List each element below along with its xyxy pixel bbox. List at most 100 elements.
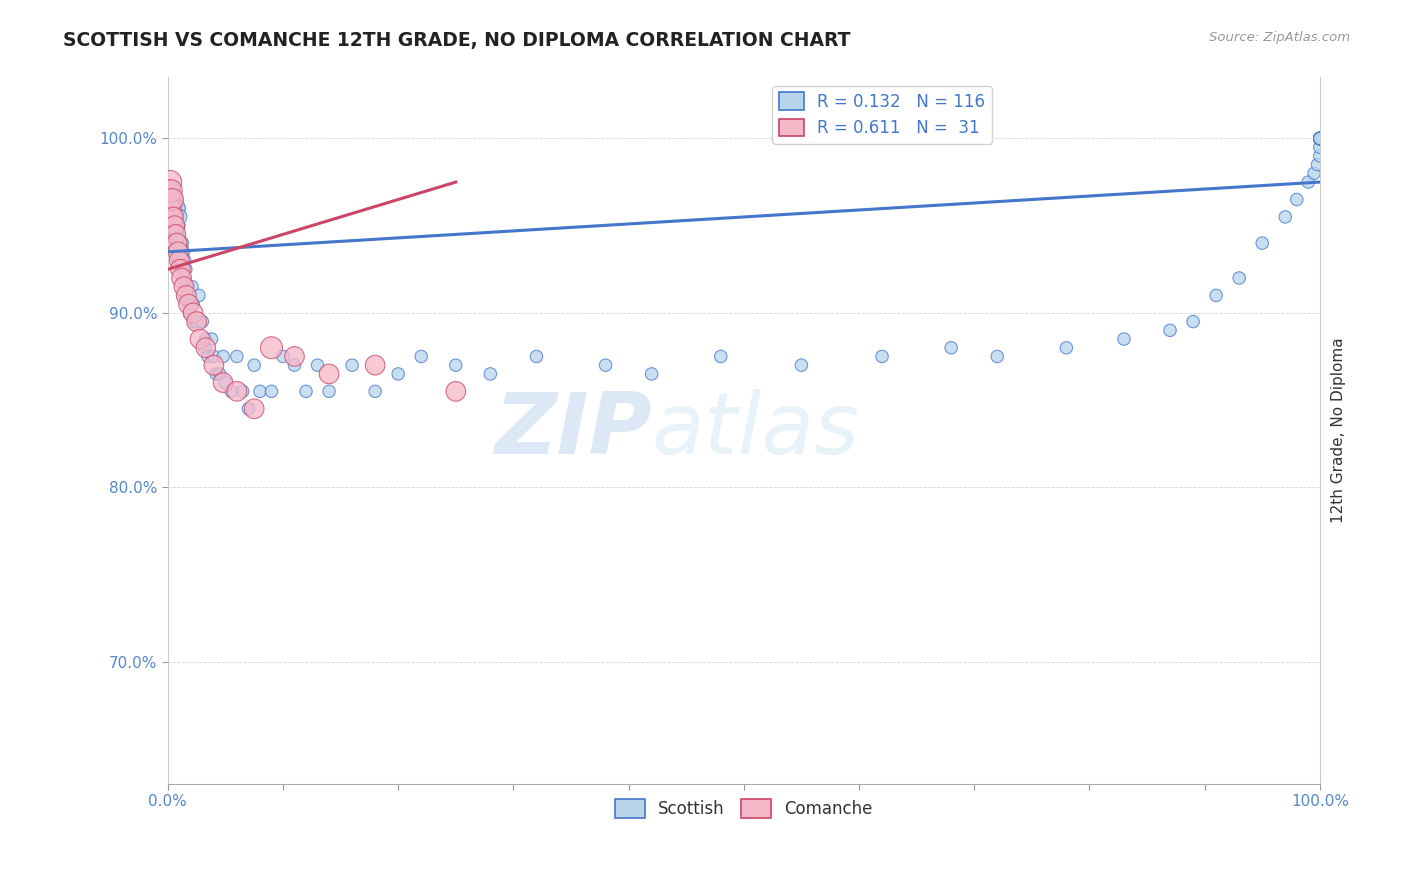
- Point: [444, 384, 467, 399]
- Point: [162, 193, 184, 207]
- Point: [157, 184, 180, 198]
- Point: [165, 219, 187, 233]
- Point: [174, 279, 197, 293]
- Point: [197, 350, 219, 364]
- Point: [243, 401, 266, 416]
- Legend: Scottish, Comanche: Scottish, Comanche: [607, 792, 880, 825]
- Point: [174, 288, 197, 302]
- Point: [162, 193, 184, 207]
- Y-axis label: 12th Grade, No Diploma: 12th Grade, No Diploma: [1331, 338, 1346, 524]
- Point: [186, 315, 208, 329]
- Point: [174, 262, 197, 277]
- Point: [1309, 131, 1331, 145]
- Point: [172, 271, 194, 285]
- Point: [307, 358, 329, 372]
- Point: [1309, 131, 1331, 145]
- Point: [1309, 131, 1331, 145]
- Point: [165, 227, 187, 242]
- Point: [160, 201, 183, 215]
- Point: [181, 306, 204, 320]
- Point: [526, 350, 548, 364]
- Point: [1309, 131, 1331, 145]
- Point: [1309, 131, 1331, 145]
- Point: [232, 384, 254, 399]
- Point: [986, 350, 1008, 364]
- Point: [194, 341, 217, 355]
- Point: [181, 297, 204, 311]
- Text: SCOTTISH VS COMANCHE 12TH GRADE, NO DIPLOMA CORRELATION CHART: SCOTTISH VS COMANCHE 12TH GRADE, NO DIPL…: [63, 31, 851, 50]
- Point: [1309, 131, 1331, 145]
- Point: [167, 244, 190, 259]
- Point: [479, 367, 502, 381]
- Point: [170, 236, 193, 251]
- Point: [167, 253, 190, 268]
- Point: [595, 358, 617, 372]
- Point: [172, 244, 194, 259]
- Point: [1309, 131, 1331, 145]
- Point: [1285, 193, 1308, 207]
- Point: [225, 384, 247, 399]
- Point: [318, 367, 340, 381]
- Point: [169, 253, 191, 268]
- Point: [163, 219, 186, 233]
- Point: [166, 236, 188, 251]
- Point: [191, 315, 214, 329]
- Point: [790, 358, 813, 372]
- Point: [1306, 158, 1329, 172]
- Point: [364, 358, 387, 372]
- Point: [159, 193, 181, 207]
- Point: [941, 341, 963, 355]
- Point: [169, 253, 191, 268]
- Text: atlas: atlas: [651, 389, 859, 472]
- Point: [260, 341, 283, 355]
- Point: [162, 201, 184, 215]
- Point: [1227, 271, 1250, 285]
- Point: [166, 236, 188, 251]
- Point: [173, 271, 195, 285]
- Point: [163, 227, 186, 242]
- Point: [177, 297, 200, 311]
- Point: [444, 358, 467, 372]
- Point: [283, 350, 305, 364]
- Point: [162, 210, 184, 224]
- Point: [160, 184, 183, 198]
- Point: [1159, 323, 1181, 337]
- Point: [205, 367, 228, 381]
- Point: [1112, 332, 1135, 346]
- Point: [271, 350, 294, 364]
- Point: [212, 350, 235, 364]
- Point: [162, 219, 184, 233]
- Point: [214, 376, 236, 390]
- Point: [160, 219, 183, 233]
- Point: [387, 367, 409, 381]
- Point: [170, 271, 193, 285]
- Point: [157, 184, 180, 198]
- Point: [159, 201, 181, 215]
- Point: [169, 236, 191, 251]
- Point: [183, 315, 205, 329]
- Point: [212, 376, 235, 390]
- Point: [186, 315, 208, 329]
- Point: [180, 297, 202, 311]
- Point: [159, 210, 181, 224]
- Point: [162, 227, 184, 242]
- Point: [162, 193, 184, 207]
- Point: [173, 253, 195, 268]
- Point: [364, 384, 387, 399]
- Point: [1182, 315, 1205, 329]
- Point: [870, 350, 893, 364]
- Point: [162, 201, 184, 215]
- Point: [170, 253, 193, 268]
- Point: [1309, 131, 1331, 145]
- Point: [1309, 131, 1331, 145]
- Point: [174, 288, 197, 302]
- Point: [1309, 131, 1331, 145]
- Point: [181, 279, 204, 293]
- Point: [166, 201, 188, 215]
- Point: [165, 201, 187, 215]
- Point: [1298, 175, 1320, 189]
- Point: [166, 227, 188, 242]
- Point: [295, 384, 318, 399]
- Point: [188, 332, 211, 346]
- Point: [160, 193, 183, 207]
